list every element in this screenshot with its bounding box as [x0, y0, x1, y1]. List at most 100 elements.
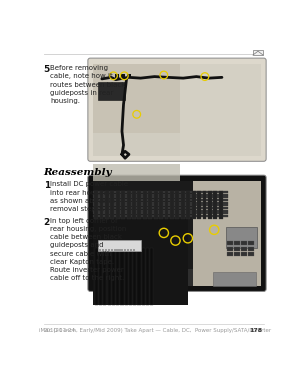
Bar — [125, 248, 128, 305]
Bar — [130, 249, 132, 251]
Text: Install DC power cable
into rear housing
as shown above in
removal step 5.: Install DC power cable into rear housing… — [50, 181, 128, 212]
Text: 178: 178 — [249, 327, 262, 333]
Bar — [95, 248, 98, 305]
Bar — [120, 248, 124, 305]
Bar — [227, 252, 233, 256]
Bar — [132, 191, 136, 219]
Bar — [93, 219, 188, 305]
Bar — [99, 248, 102, 305]
Bar — [111, 249, 113, 251]
Bar — [133, 248, 136, 305]
Bar — [234, 247, 240, 251]
Bar — [226, 227, 257, 248]
Bar — [127, 191, 130, 219]
Text: 1: 1 — [44, 181, 50, 190]
Bar — [133, 249, 135, 251]
Text: Before removing
cable, note how it
routes between black
guideposts in rear
housi: Before removing cable, note how it route… — [50, 65, 125, 104]
Bar — [98, 240, 141, 251]
Bar — [100, 191, 104, 219]
Bar — [93, 199, 228, 201]
Bar — [154, 191, 158, 219]
Bar — [202, 191, 206, 219]
Bar — [213, 191, 217, 219]
Bar — [170, 191, 174, 219]
Bar — [93, 180, 261, 286]
Bar — [234, 241, 240, 245]
Bar — [94, 191, 98, 219]
Bar — [227, 241, 233, 245]
Bar — [93, 164, 180, 206]
Bar — [176, 191, 179, 219]
Bar — [93, 64, 261, 156]
Bar — [93, 196, 228, 198]
Text: 2: 2 — [44, 218, 50, 227]
Bar — [93, 191, 228, 193]
Bar — [103, 248, 106, 305]
Bar — [93, 213, 228, 215]
Bar — [93, 204, 228, 206]
Bar — [208, 191, 212, 219]
Bar — [93, 202, 228, 204]
Bar — [192, 191, 196, 219]
Bar — [127, 249, 129, 251]
Bar — [105, 191, 109, 219]
Bar — [98, 82, 125, 100]
Bar — [213, 272, 256, 286]
Bar — [159, 191, 163, 219]
Bar — [137, 191, 141, 219]
Text: 5: 5 — [44, 65, 50, 74]
Bar — [219, 191, 223, 219]
Bar — [193, 180, 261, 286]
Bar — [165, 191, 169, 219]
Bar — [143, 191, 147, 219]
Bar — [129, 248, 132, 305]
Bar — [116, 248, 119, 305]
Bar — [108, 248, 111, 305]
Bar — [93, 133, 261, 156]
Bar — [102, 249, 104, 251]
Bar — [93, 207, 228, 209]
Bar — [148, 191, 152, 219]
Bar — [121, 191, 125, 219]
Bar — [241, 247, 247, 251]
Bar — [248, 247, 254, 251]
Bar — [241, 241, 247, 245]
Bar — [99, 249, 101, 251]
Bar — [115, 74, 119, 78]
Bar — [117, 249, 120, 251]
FancyBboxPatch shape — [88, 175, 266, 291]
Bar — [186, 191, 190, 219]
Bar — [93, 210, 228, 212]
Bar — [116, 191, 120, 219]
Bar — [121, 74, 125, 78]
Bar — [120, 249, 123, 251]
Bar — [150, 248, 153, 305]
Bar — [110, 191, 114, 219]
Bar — [248, 241, 254, 245]
Bar — [227, 247, 233, 251]
Bar — [93, 215, 228, 217]
Bar — [248, 252, 254, 256]
Bar — [234, 252, 240, 256]
Text: In top left corner of
rear housing, position
cable between black
guideposts and
: In top left corner of rear housing, posi… — [50, 218, 126, 281]
Bar — [142, 248, 145, 305]
Bar — [127, 74, 130, 78]
Bar — [197, 191, 201, 219]
Bar — [180, 64, 261, 156]
Bar — [93, 269, 261, 286]
Bar — [146, 248, 149, 305]
Text: 2010-11-24: 2010-11-24 — [44, 327, 76, 333]
Bar — [112, 248, 115, 305]
Bar — [93, 194, 228, 196]
Bar — [137, 248, 141, 305]
Bar — [114, 249, 117, 251]
Bar — [124, 249, 126, 251]
FancyBboxPatch shape — [88, 58, 266, 161]
Bar — [181, 191, 185, 219]
Text: iMac (20-inch, Early/Mid 2009) Take Apart — Cable, DC,  Power Supply/SATA/Invert: iMac (20-inch, Early/Mid 2009) Take Apar… — [39, 327, 272, 333]
Text: Reassembly: Reassembly — [44, 168, 112, 177]
Bar — [253, 50, 263, 55]
Bar — [241, 252, 247, 256]
Bar — [105, 249, 107, 251]
Bar — [108, 249, 110, 251]
